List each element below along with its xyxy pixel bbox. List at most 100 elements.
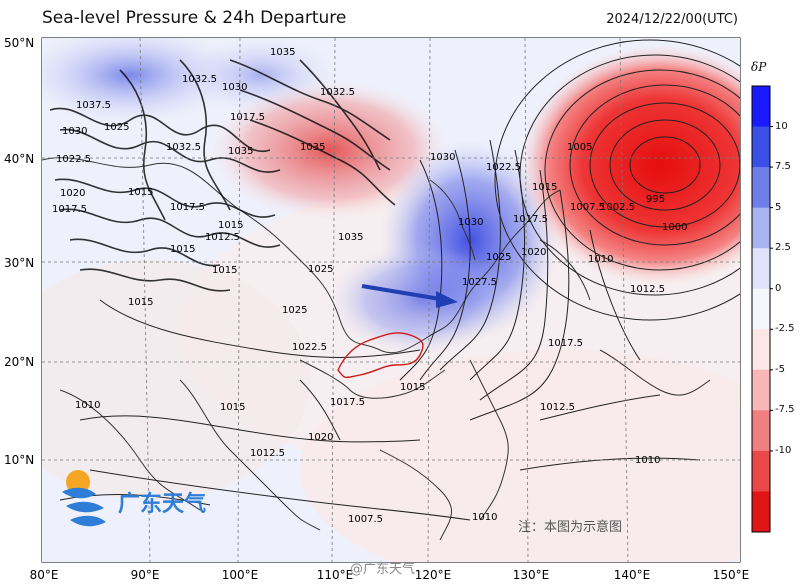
isobar-label: 1017.5 bbox=[548, 338, 583, 349]
colorbar-tick: 0 bbox=[775, 282, 782, 294]
isobar-label: 1015 bbox=[212, 265, 237, 276]
watermark-bottom-left: @广东天气 bbox=[350, 562, 416, 577]
isobar-label: 1012.5 bbox=[630, 284, 665, 295]
isobar-label: 1005 bbox=[567, 142, 592, 153]
isobar-label: 1012.5 bbox=[540, 402, 575, 413]
low-pressure-isobars bbox=[494, 39, 740, 321]
isobar-label: 995 bbox=[646, 194, 665, 205]
isobar-label: 1025 bbox=[282, 305, 307, 316]
colorbar-segment bbox=[752, 491, 770, 533]
colorbar-segment bbox=[752, 248, 770, 290]
isobar-label: 1015 bbox=[170, 244, 195, 255]
lon-label: 140°E bbox=[614, 568, 651, 582]
lon-label: 90°E bbox=[131, 568, 160, 582]
isobar-label: 1022.5 bbox=[486, 162, 521, 173]
isobar-label: 1007.5 bbox=[570, 202, 605, 213]
negative-anomaly-north-china bbox=[210, 80, 450, 220]
isobar-label: 1020 bbox=[308, 432, 333, 443]
isobar-label: 1037.5 bbox=[76, 100, 111, 111]
isobars bbox=[59, 139, 701, 521]
isobar-label: 1010 bbox=[75, 400, 100, 411]
isobar-label: 1015 bbox=[128, 187, 153, 198]
isobar-label: 1017.5 bbox=[513, 214, 548, 225]
isobar-label: 1017.5 bbox=[170, 202, 205, 213]
watermark-note: 注：本图为示意图 bbox=[518, 520, 623, 535]
colorbar-segment bbox=[752, 86, 770, 128]
graticule bbox=[42, 38, 740, 562]
colorbar-tick: -7.5 bbox=[775, 404, 795, 416]
colorbar bbox=[751, 85, 773, 533]
lon-label: 150°E bbox=[713, 568, 750, 582]
colorbar-tick: -10 bbox=[775, 444, 792, 456]
isobar-label: 1015 bbox=[218, 220, 243, 231]
isobar-label: 1035 bbox=[270, 47, 295, 58]
isobar-label: 1015 bbox=[532, 182, 557, 193]
isobar-label: 1032.5 bbox=[166, 142, 201, 153]
colorbar-tick: 5 bbox=[775, 201, 782, 213]
colorbar-tick: 2.5 bbox=[775, 242, 791, 254]
colorbar-label: δP bbox=[751, 60, 767, 74]
lon-label: 120°E bbox=[415, 568, 452, 582]
isobar-label: 1022.5 bbox=[56, 154, 91, 165]
lon-label: 80°E bbox=[30, 568, 59, 582]
isobar-label: 1027.5 bbox=[462, 277, 497, 288]
lon-label: 100°E bbox=[222, 568, 259, 582]
chart-title: Sea-level Pressure & 24h Departure bbox=[42, 8, 347, 28]
isobar-label: 1030 bbox=[430, 152, 455, 163]
timestamp: 2024/12/22/00(UTC) bbox=[606, 12, 738, 27]
lat-label: 50°N bbox=[4, 36, 34, 50]
isobar-label: 1015 bbox=[400, 382, 425, 393]
colorbar-tick: 10 bbox=[775, 120, 788, 132]
wind-direction-arrow bbox=[361, 284, 458, 308]
colorbar-segment bbox=[752, 167, 770, 209]
isobar-label: 1032.5 bbox=[320, 87, 355, 98]
isobar-label: 1035 bbox=[228, 146, 253, 157]
isobar-label: 1012.5 bbox=[205, 232, 240, 243]
colorbar-tick: 7.5 bbox=[775, 161, 791, 173]
colorbar-segment bbox=[752, 450, 770, 492]
colorbar-segment bbox=[752, 369, 770, 411]
isobar-label: 1035 bbox=[338, 232, 363, 243]
isobar-label: 1035 bbox=[300, 142, 325, 153]
isobar-label: 1017.5 bbox=[52, 204, 87, 215]
lon-label: 110°E bbox=[317, 568, 354, 582]
lat-label: 30°N bbox=[4, 256, 34, 270]
isobar-label: 1007.5 bbox=[348, 514, 383, 525]
isobar-label: 1000 bbox=[662, 222, 687, 233]
isobar-label: 1025 bbox=[486, 252, 511, 263]
colorbar-segment bbox=[752, 410, 770, 452]
colorbar-tick: -2.5 bbox=[775, 323, 795, 335]
colorbar-segment bbox=[752, 126, 770, 168]
watermark-logo-text: 广东天气 bbox=[118, 492, 207, 517]
colorbar-segment bbox=[752, 207, 770, 249]
lat-label: 20°N bbox=[4, 355, 34, 369]
isobar-label: 1017.5 bbox=[330, 397, 365, 408]
isobar-label: 1015 bbox=[220, 402, 245, 413]
isobar-label: 1010 bbox=[472, 512, 497, 523]
isobar-label: 1032.5 bbox=[182, 74, 217, 85]
isobar-label: 1010 bbox=[635, 455, 660, 466]
isobar-label: 1017.5 bbox=[230, 112, 265, 123]
isobar-label: 1030 bbox=[62, 126, 87, 137]
isobar-label: 1020 bbox=[521, 247, 546, 258]
isobar-label: 1022.5 bbox=[292, 342, 327, 353]
isobar-label: 1025 bbox=[308, 264, 333, 275]
isobar-label: 1015 bbox=[128, 297, 153, 308]
lat-label: 40°N bbox=[4, 152, 34, 166]
terrain-contours bbox=[49, 59, 396, 292]
isobar-label: 1030 bbox=[458, 217, 483, 228]
guangdong-weather-logo bbox=[62, 470, 106, 527]
isobar-label: 1010 bbox=[588, 254, 613, 265]
isobar-label: 1025 bbox=[104, 122, 129, 133]
guangdong-outline bbox=[337, 332, 424, 379]
lat-label: 10°N bbox=[4, 453, 34, 467]
colorbar-tick: -5 bbox=[775, 363, 785, 375]
colorbar-segment bbox=[752, 288, 770, 330]
lon-label: 130°E bbox=[513, 568, 550, 582]
isobar-label: 1020 bbox=[60, 188, 85, 199]
isobar-label: 1012.5 bbox=[250, 448, 285, 459]
isobar-label: 1002.5 bbox=[600, 202, 635, 213]
colorbar-segment bbox=[752, 329, 770, 371]
isobar-label: 1030 bbox=[222, 82, 247, 93]
